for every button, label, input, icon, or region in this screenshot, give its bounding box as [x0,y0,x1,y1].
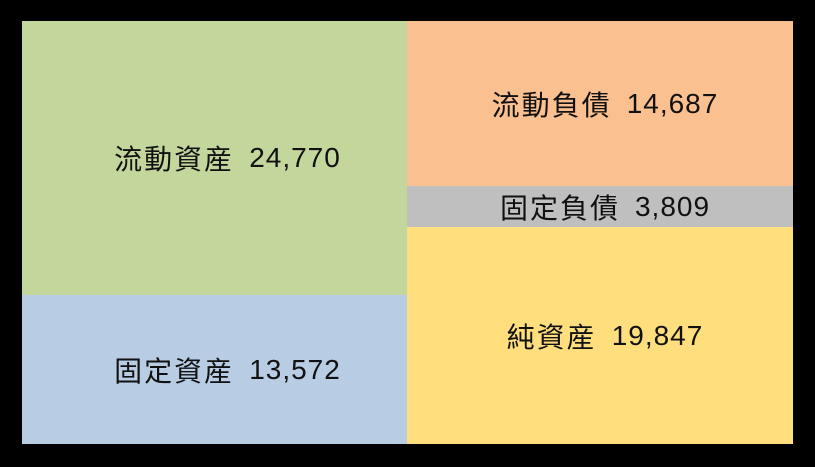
net-assets-box: 純資産 19,847 [407,227,793,444]
assets-column: 流動資産 24,770 固定資産 13,572 [22,21,407,444]
net-assets-value: 19,847 [611,319,704,351]
fixed-assets-box: 固定資産 13,572 [22,295,407,444]
current-assets-label: 流動資産 [114,144,235,175]
fixed-liabilities-box: 固定負債 3,809 [407,186,793,227]
current-liabilities-value: 14,687 [626,87,719,119]
current-assets-value: 24,770 [249,142,341,173]
fixed-liabilities-value: 3,809 [634,190,711,222]
current-liabilities-label: 流動負債 [491,89,612,121]
fixed-liabilities-label: 固定負債 [499,192,620,224]
balance-sheet-chart: 流動資産 24,770 固定資産 13,572 流動負債 14,687 固定負債… [22,21,793,444]
net-assets-label: 純資産 [506,321,597,353]
liabilities-net-assets-column: 流動負債 14,687 固定負債 3,809 純資産 19,847 [407,21,793,444]
fixed-assets-value: 13,572 [249,353,341,385]
current-liabilities-box: 流動負債 14,687 [407,21,793,186]
current-assets-box: 流動資産 24,770 [22,21,407,295]
fixed-assets-label: 固定資産 [114,355,235,387]
